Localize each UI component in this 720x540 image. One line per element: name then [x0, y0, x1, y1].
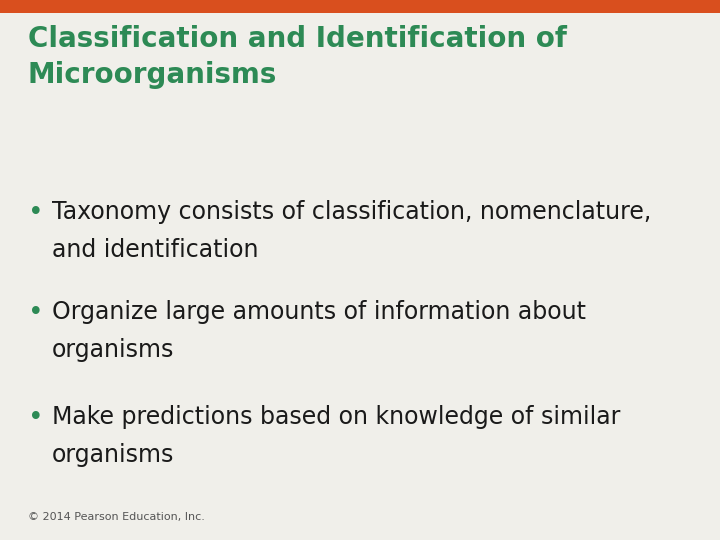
- Text: organisms: organisms: [52, 338, 174, 362]
- Bar: [0, 0, 720, 13]
- Text: Make predictions based on knowledge of similar: Make predictions based on knowledge of s…: [52, 405, 621, 429]
- Text: Classification and Identification of
Microorganisms: Classification and Identification of Mic…: [28, 25, 567, 89]
- Text: organisms: organisms: [52, 443, 174, 467]
- Text: © 2014 Pearson Education, Inc.: © 2014 Pearson Education, Inc.: [28, 512, 205, 522]
- Text: •: •: [28, 300, 44, 326]
- Text: and identification: and identification: [52, 238, 258, 262]
- Text: Taxonomy consists of classification, nomenclature,: Taxonomy consists of classification, nom…: [52, 200, 652, 224]
- Text: •: •: [28, 200, 44, 226]
- Text: Organize large amounts of information about: Organize large amounts of information ab…: [52, 300, 586, 324]
- Text: •: •: [28, 405, 44, 431]
